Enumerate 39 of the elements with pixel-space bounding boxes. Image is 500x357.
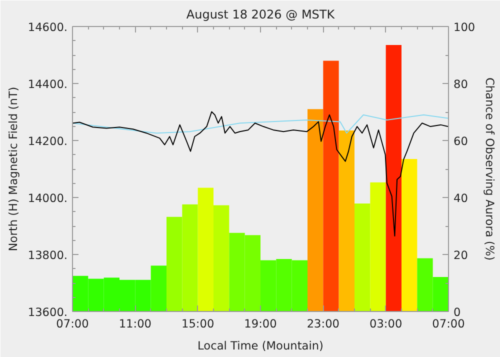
x-tick-label: 15:00 <box>182 316 214 330</box>
y2-tick-label: 100 <box>454 20 476 34</box>
y-tick-label: 13600. <box>28 305 68 319</box>
bar <box>166 216 182 312</box>
y2-tick-label: 80 <box>454 77 468 91</box>
x-tick-label: 19:00 <box>244 316 277 330</box>
bar <box>150 266 166 312</box>
bar <box>323 60 339 312</box>
x-tick-label: 11:00 <box>118 316 152 330</box>
x-tick-label: 07:00 <box>56 316 89 330</box>
bar <box>354 203 370 312</box>
bar <box>370 182 386 312</box>
y2-tick-label: 0 <box>454 305 461 319</box>
y-axis-title: North (H) Magnetic Field (nT) <box>6 86 20 252</box>
y-tick-label: 14200. <box>28 134 68 148</box>
line-series <box>72 111 448 236</box>
x-axis-title: Local Time (Mountain) <box>198 338 324 352</box>
bar <box>402 159 418 312</box>
y2-tick-label: 40 <box>454 191 468 205</box>
bar <box>214 205 230 312</box>
y-tick-label: 14400. <box>28 77 68 91</box>
bar <box>308 109 324 312</box>
y2-axis-title: Chance of Observing Aurora (%) <box>483 77 498 261</box>
chart-title: August 18 2026 @ MSTK <box>186 8 336 22</box>
y-tick-label: 13800. <box>28 248 68 262</box>
y2-tick-label: 20 <box>454 248 468 262</box>
bar <box>198 188 214 312</box>
y-tick-label: 14600. <box>28 20 68 34</box>
x-tick-label: 23:00 <box>306 316 340 330</box>
line-series <box>72 114 448 134</box>
bar <box>386 45 402 312</box>
bar <box>417 258 433 312</box>
y2-tick-label: 60 <box>454 134 468 148</box>
bar <box>338 130 354 312</box>
bar <box>432 277 448 312</box>
x-tick-label: 07:00 <box>432 316 465 330</box>
bar <box>182 204 198 312</box>
y-tick-label: 14000. <box>28 191 68 205</box>
x-tick-label: 03:00 <box>370 316 402 330</box>
